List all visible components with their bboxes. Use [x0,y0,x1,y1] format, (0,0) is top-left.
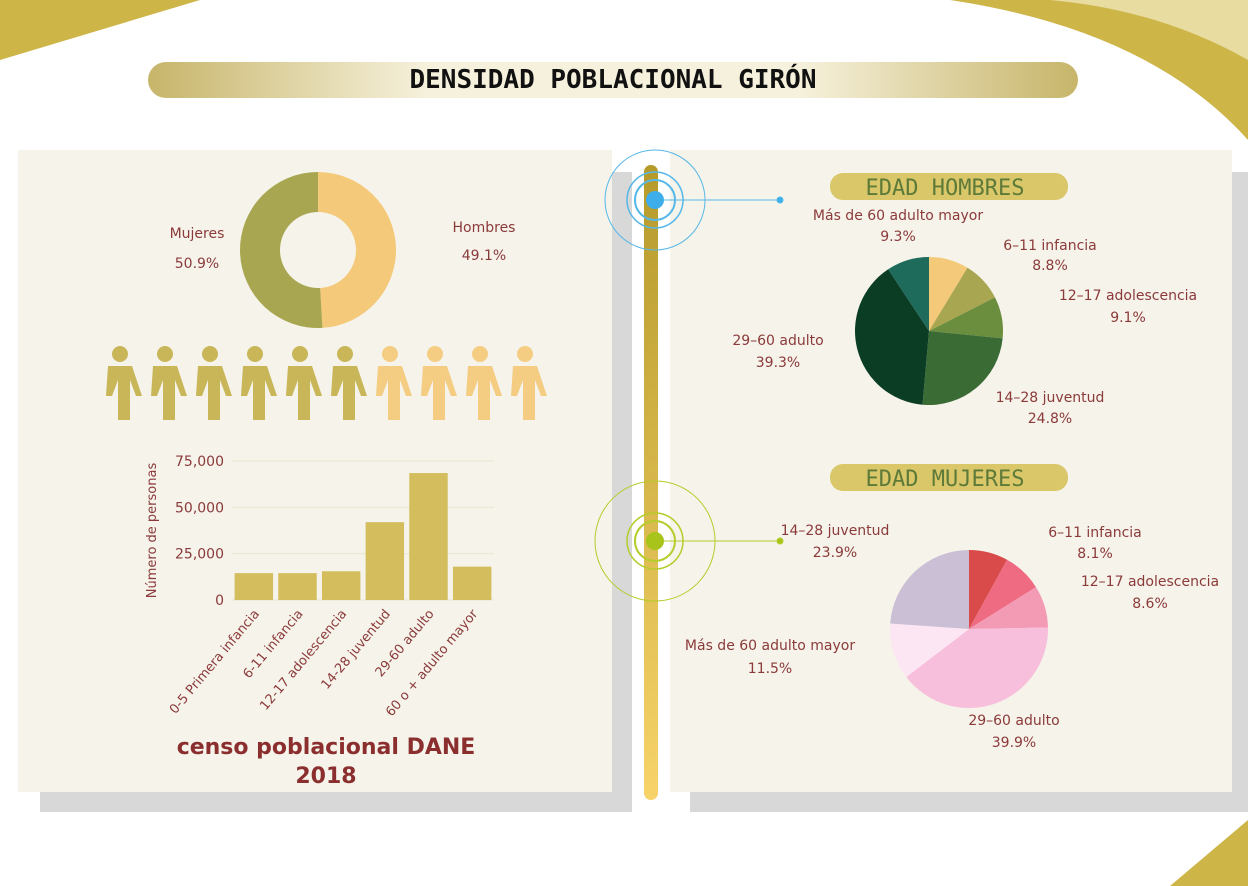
slice-label: 6–11 infancia [1003,238,1096,254]
slice-value: 9.3% [880,229,916,245]
slice-value: 8.8% [1032,258,1068,274]
slice-label: 29–60 adulto [968,713,1059,729]
title: DENSIDAD POBLACIONAL GIRÓN [410,63,817,95]
person-head [247,346,263,362]
y-axis-label: Número de personas [145,463,160,599]
slice-value: 8.1% [1077,546,1113,562]
corner-decor [1170,820,1248,886]
donut-label: Hombres [453,220,516,236]
donut-label: Mujeres [170,226,225,242]
caption: censo poblacional DANE [177,735,476,760]
y-tick-label: 25,000 [175,547,224,563]
bar [235,573,273,600]
person-head [427,346,443,362]
person-head [157,346,173,362]
slice-value: 39.9% [992,735,1036,751]
slice-value: 9.1% [1110,310,1146,326]
y-tick-label: 75,000 [175,454,224,470]
left-panel [18,150,612,792]
person-head [472,346,488,362]
slice-value: 23.9% [813,545,857,561]
slice-label: 14–28 juventud [781,523,890,539]
slice-value: 8.6% [1132,596,1168,612]
caption: 2018 [295,764,356,789]
slice-value: 39.3% [756,355,800,371]
person-head [202,346,218,362]
bar [453,567,491,600]
corner-decor [0,0,200,60]
divider [644,165,658,800]
bar [409,473,447,600]
y-tick-label: 0 [215,593,224,609]
bar [278,573,316,600]
person-head [112,346,128,362]
person-head [382,346,398,362]
person-head [337,346,353,362]
slice-value: 11.5% [748,661,792,677]
pie-title: EDAD HOMBRES [866,176,1025,201]
person-head [517,346,533,362]
donut-value: 49.1% [462,248,506,264]
slice-label: 12–17 adolescencia [1059,288,1197,304]
slice-label: Más de 60 adulto mayor [685,638,855,654]
slice-label: 6–11 infancia [1048,525,1141,541]
bar [366,522,404,600]
bar [322,571,360,600]
slice-label: Más de 60 adulto mayor [813,208,983,224]
y-tick-label: 50,000 [175,500,224,516]
slice-label: 14–28 juventud [996,390,1105,406]
infographic: DENSIDAD POBLACIONAL GIRÓN EDAD HOMBRES … [0,0,1248,886]
donut-value: 50.9% [175,256,219,272]
slice-label: 29–60 adulto [732,333,823,349]
pie-title: EDAD MUJERES [866,467,1025,492]
person-head [292,346,308,362]
slice-label: 12–17 adolescencia [1081,574,1219,590]
slice-value: 24.8% [1028,411,1072,427]
